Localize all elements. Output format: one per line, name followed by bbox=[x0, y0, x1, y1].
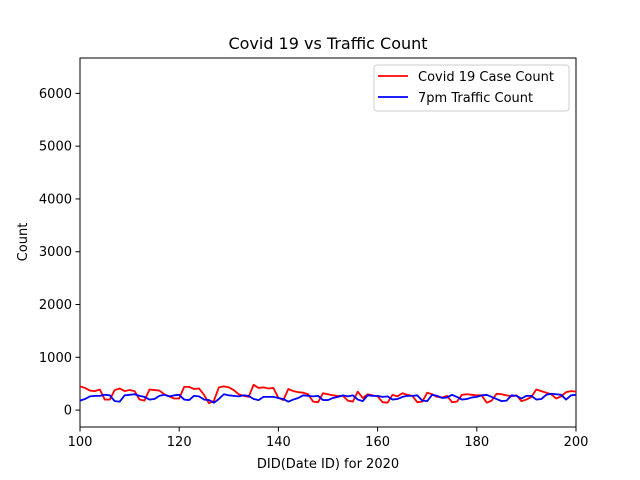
series-line-7pm-traffic-count bbox=[79, 392, 577, 404]
legend: Covid 19 Case Count 7pm Traffic Count bbox=[373, 64, 570, 112]
series-layer bbox=[79, 383, 577, 405]
y-tick-label: 3000 bbox=[39, 245, 72, 260]
legend-box bbox=[373, 64, 570, 112]
x-tick-label: 160 bbox=[365, 435, 390, 450]
y-tick-label: 6000 bbox=[39, 87, 72, 102]
y-axis-ticks: 0 1000 2000 3000 4000 5000 6000 bbox=[39, 87, 80, 419]
y-tick-label: 0 bbox=[64, 404, 72, 419]
x-tick-label: 200 bbox=[564, 435, 589, 450]
x-axis-label: DID(Date ID) for 2020 bbox=[257, 457, 399, 472]
y-tick-label: 2000 bbox=[39, 298, 72, 313]
x-tick-label: 100 bbox=[68, 435, 93, 450]
x-axis-ticks: 100 120 140 160 180 200 bbox=[68, 427, 589, 450]
y-tick-label: 4000 bbox=[39, 192, 72, 207]
y-tick-label: 5000 bbox=[39, 140, 72, 155]
legend-label-covid: Covid 19 Case Count bbox=[418, 70, 554, 85]
x-tick-label: 140 bbox=[266, 435, 291, 450]
y-axis-label: Count bbox=[16, 223, 31, 262]
x-tick-label: 180 bbox=[464, 435, 489, 450]
x-tick-label: 120 bbox=[167, 435, 192, 450]
legend-label-traffic: 7pm Traffic Count bbox=[418, 91, 533, 106]
chart-title: Covid 19 vs Traffic Count bbox=[228, 34, 427, 53]
plot-frame bbox=[79, 57, 577, 428]
y-tick-label: 1000 bbox=[39, 351, 72, 366]
plot-area bbox=[79, 57, 577, 428]
